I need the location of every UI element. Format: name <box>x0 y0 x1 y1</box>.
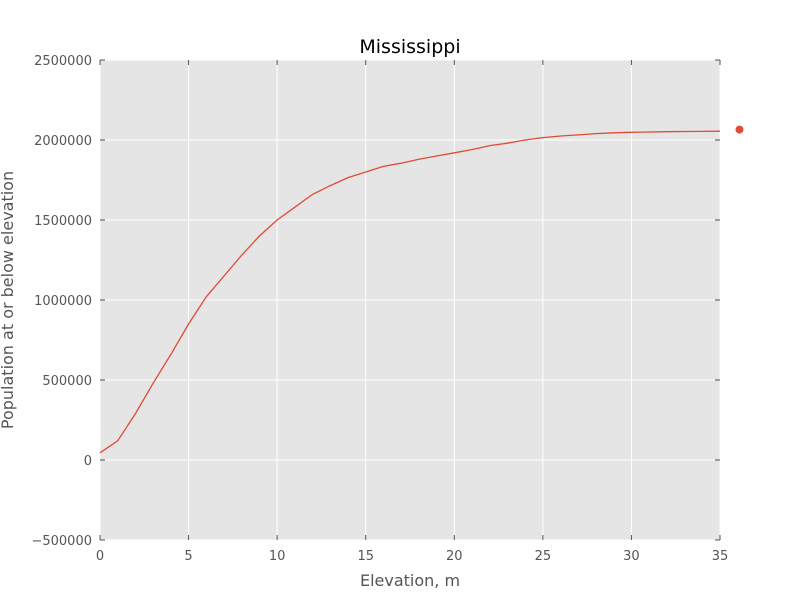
axis-ticks: 0 5 10 15 20 25 30 35 −500000 0 500000 1000000 15000… <box>31 54 728 564</box>
y-tick-label: 2500000 <box>34 54 92 69</box>
x-tick-label: 5 <box>184 549 192 564</box>
marker-group <box>735 125 744 134</box>
x-tick-label: 20 <box>446 549 463 564</box>
y-tick-label: 1500000 <box>34 214 92 229</box>
y-axis-label: Population at or below elevation <box>0 171 17 429</box>
y-tick-label: 0 <box>84 454 92 469</box>
y-tick-label: 1000000 <box>34 294 92 309</box>
x-tick-label: 15 <box>357 549 374 564</box>
series-line <box>99 130 721 454</box>
x-tick-label: 0 <box>96 549 104 564</box>
y-tick-label: 2000000 <box>34 134 92 149</box>
x-tick-label: 10 <box>269 549 286 564</box>
x-axis-label: Elevation, m <box>360 571 460 590</box>
chart-title: Mississippi <box>359 36 460 58</box>
x-tick-label: 35 <box>712 549 729 564</box>
x-tick-label: 30 <box>623 549 640 564</box>
y-tick-label: −500000 <box>31 534 92 549</box>
data-point <box>735 125 744 134</box>
series-group <box>99 130 721 454</box>
x-tick-label: 25 <box>535 549 552 564</box>
y-tick-label: 500000 <box>42 374 92 389</box>
